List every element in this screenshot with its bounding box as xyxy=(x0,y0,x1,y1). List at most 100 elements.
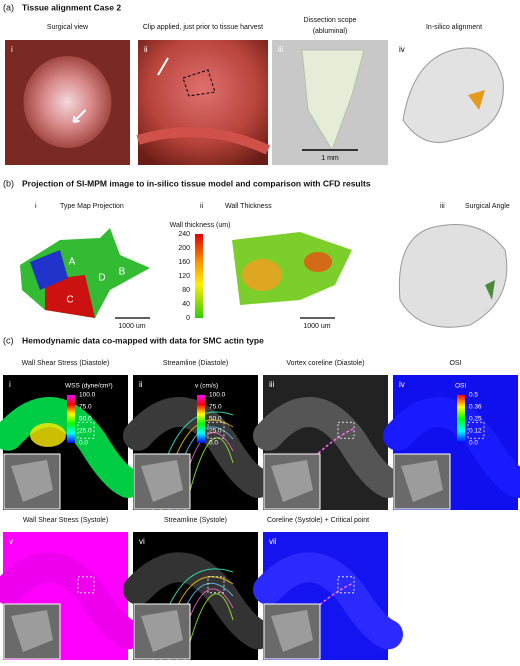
region-label: D xyxy=(98,273,105,284)
colorbar-tick: 160 xyxy=(178,259,190,266)
colorbar-tick: 0.0 xyxy=(79,440,88,447)
colorbar xyxy=(457,395,465,443)
panel-title: Wall Shear Stress (Diastole) xyxy=(22,360,110,367)
section-title: Projection of SI-MPM image to in-silico … xyxy=(22,178,371,188)
colorbar-tick: 240 xyxy=(178,231,190,238)
inset-tissue xyxy=(401,460,443,502)
thickness-hot2 xyxy=(304,252,332,272)
panel-title: Streamline (Systole) xyxy=(164,517,227,524)
panel-title: OSI xyxy=(449,360,461,367)
colorbar-tick: 80 xyxy=(182,287,190,294)
colorbar-tick: 100.0 xyxy=(209,392,226,399)
colorbar-tick: 50.0 xyxy=(209,416,222,423)
vessel xyxy=(383,397,520,498)
colorbar-tick: 0.5 xyxy=(469,392,478,399)
type-map-red xyxy=(45,275,95,318)
panel-title: Surgical Angle xyxy=(465,203,510,210)
inset-tissue xyxy=(271,460,313,502)
tissue xyxy=(23,56,112,148)
inset-tissue xyxy=(141,610,183,652)
scale-label: 1000 um xyxy=(118,323,145,330)
region-label: C xyxy=(66,295,73,306)
panel-numeral: vii xyxy=(269,537,277,546)
panel-title: Streamline (Diastole) xyxy=(163,360,228,367)
section-title: Tissue alignment Case 2 xyxy=(22,2,121,12)
roi xyxy=(207,421,225,439)
panel-title: Type Map Projection xyxy=(60,203,124,210)
colorbar-tick: 200 xyxy=(178,245,190,252)
arrow xyxy=(72,109,87,123)
section-label: (c) xyxy=(3,335,14,345)
colorbar-title: Wall thickness (um) xyxy=(170,222,231,229)
colorbar-tick: 0.36 xyxy=(469,404,482,411)
region-label: A xyxy=(69,257,76,268)
panel-numeral: i xyxy=(35,203,37,210)
panel-numeral: ii xyxy=(200,203,204,210)
roi xyxy=(467,421,485,439)
outline xyxy=(182,69,216,97)
panel-numeral: i xyxy=(11,45,13,54)
colorbar xyxy=(67,395,75,443)
colorbar xyxy=(197,395,205,443)
panel-numeral: iii xyxy=(278,45,284,54)
colorbar-tick: 25.0 xyxy=(209,428,222,435)
colorbar-tick: 0 xyxy=(186,315,190,322)
vessel xyxy=(0,552,143,650)
colorbar-tick: 0.12 xyxy=(469,428,482,435)
panel-title: Wall Shear Stress (Systole) xyxy=(23,517,108,524)
tissue-patch xyxy=(485,280,495,300)
vessel-model xyxy=(398,224,508,328)
roi xyxy=(337,576,355,594)
colorbar-tick: 25.0 xyxy=(79,428,92,435)
panel-numeral: iv xyxy=(399,380,405,389)
panel-numeral: iii xyxy=(269,380,275,389)
colorbar-tick: 40 xyxy=(182,301,190,308)
panel-title: Surgical view xyxy=(47,24,89,31)
panel-numeral: ii xyxy=(139,380,143,389)
section-label: (a) xyxy=(3,2,14,12)
inset-tissue xyxy=(11,610,53,652)
inset-tissue xyxy=(11,460,53,502)
scale-label: 1000 um xyxy=(303,323,330,330)
vessel xyxy=(136,127,271,155)
vessel xyxy=(253,397,403,498)
region-label: B xyxy=(119,267,126,278)
roi xyxy=(207,576,225,594)
panel-numeral: vi xyxy=(139,537,145,546)
colorbar xyxy=(195,234,203,318)
streamline xyxy=(184,593,234,661)
colorbar-tick: 50.0 xyxy=(79,416,92,423)
panel-title: Coreline (Systole) + Critical point xyxy=(267,517,369,524)
inset-tissue xyxy=(271,610,313,652)
panel-title: Wall Thickness xyxy=(225,203,272,210)
roi xyxy=(77,421,95,439)
colorbar-tick: 75.0 xyxy=(209,404,222,411)
colorbar-title: WSS (dyne/cm²) xyxy=(65,383,113,390)
colorbar-title: v (cm/s) xyxy=(195,383,218,390)
colorbar-tick: 120 xyxy=(178,273,190,280)
scale-label: 1 mm xyxy=(321,155,339,162)
section-title: Hemodynamic data co-mapped with data for… xyxy=(22,335,264,345)
streamline xyxy=(184,437,234,511)
colorbar-title: OSI xyxy=(455,383,466,390)
panel-title: Clip applied, just prior to tissue harve… xyxy=(143,24,263,31)
colorbar-tick: 0.25 xyxy=(469,416,482,423)
panel-numeral: iii xyxy=(440,203,445,210)
tissue-patch xyxy=(468,90,485,110)
colorbar-tick: 100.0 xyxy=(79,392,96,399)
panel-title: In-silico alignment xyxy=(426,24,482,31)
inset-tissue xyxy=(141,460,183,502)
thickness-hot xyxy=(242,259,282,291)
arrow xyxy=(157,57,169,76)
panel-numeral: iv xyxy=(399,45,405,54)
panel-title: (abluminal) xyxy=(313,28,348,35)
roi xyxy=(77,576,95,594)
panel-numeral: i xyxy=(9,380,11,389)
vessel xyxy=(253,552,403,650)
type-map-blue xyxy=(30,250,68,290)
panel-numeral: v xyxy=(9,537,13,546)
colorbar-tick: 0.0 xyxy=(209,440,218,447)
panel-numeral: ii xyxy=(144,45,148,54)
roi xyxy=(337,421,355,439)
